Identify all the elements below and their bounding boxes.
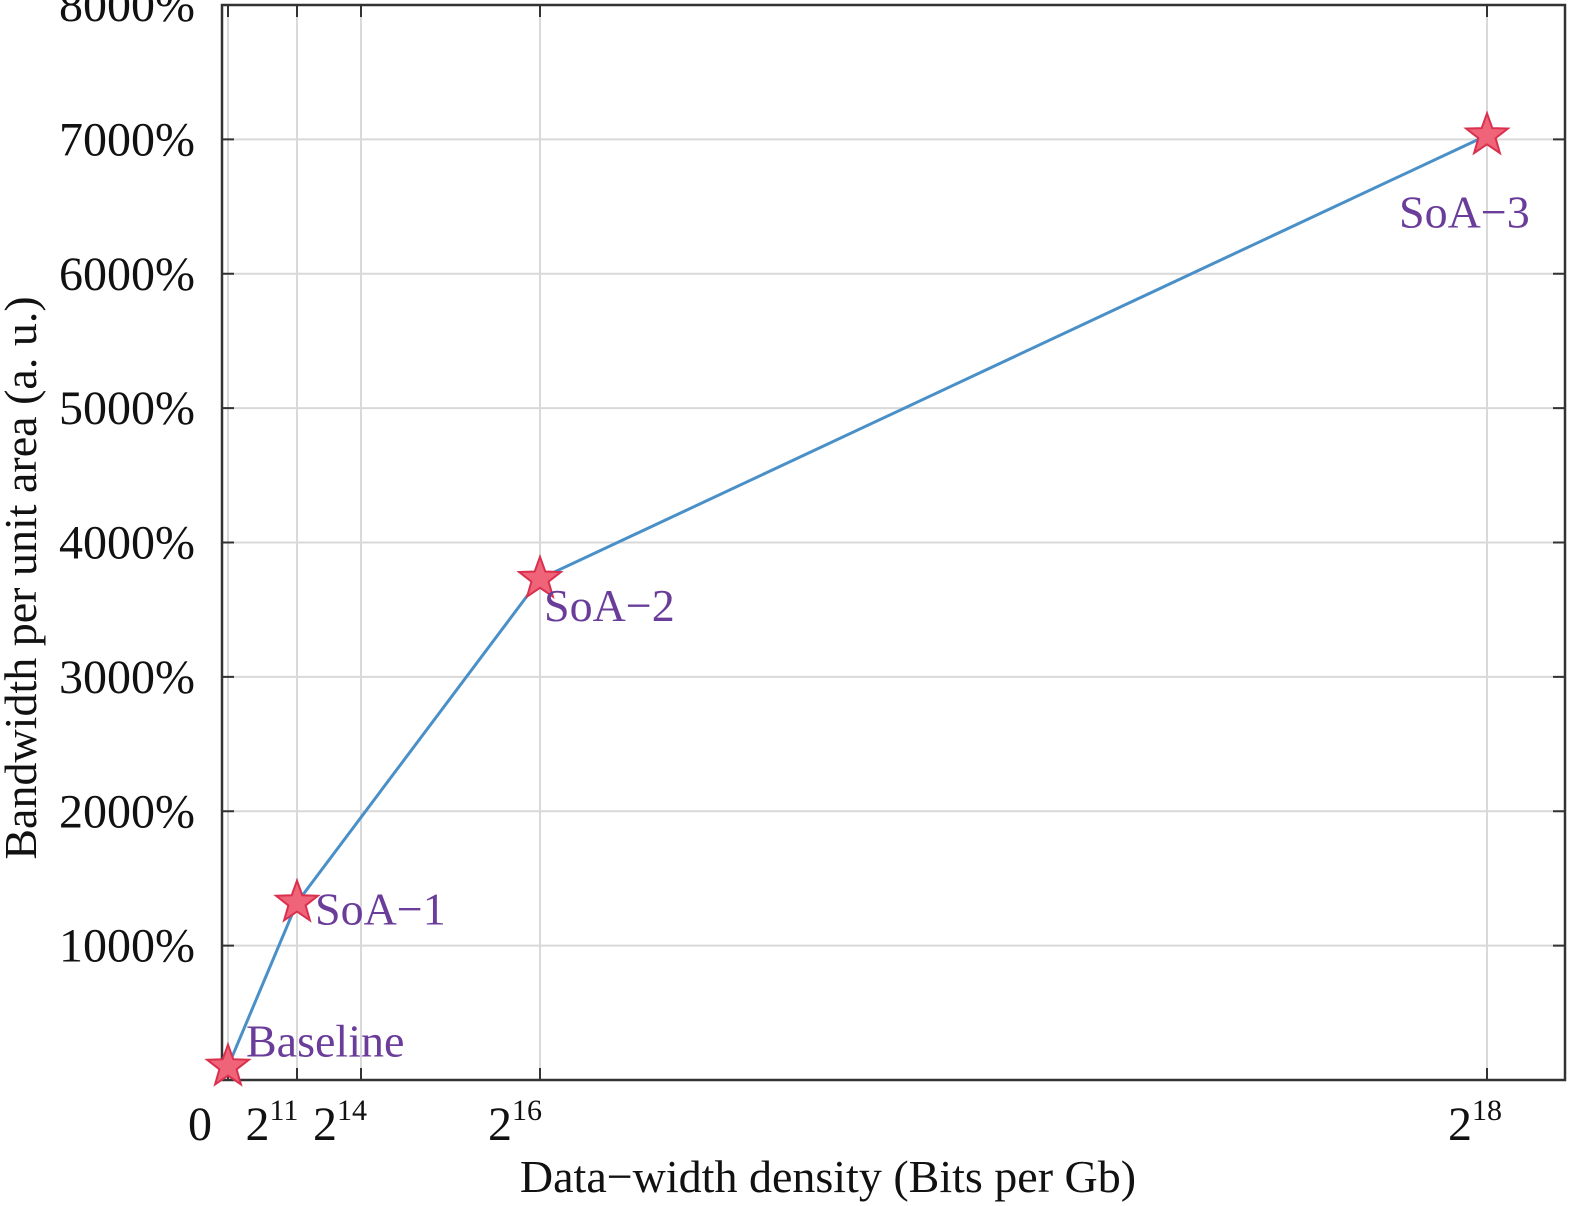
star-marker <box>273 877 321 923</box>
x-tick-label: 216 <box>488 1094 542 1151</box>
series-line <box>226 133 1488 1068</box>
point-label: SoA−2 <box>544 580 675 631</box>
y-tick-label: 5000% <box>59 382 195 435</box>
y-tick-label: 4000% <box>59 517 195 570</box>
point-label: SoA−1 <box>315 884 446 935</box>
markers <box>204 110 1511 1087</box>
x-tick-label: 211 <box>246 1094 299 1151</box>
star-marker <box>1463 110 1511 156</box>
x-tick-label: 214 <box>313 1094 367 1151</box>
point-label: SoA−3 <box>1399 186 1530 237</box>
star-marker <box>516 553 564 599</box>
y-tick-label: 8000% <box>59 0 195 32</box>
y-tick-label: 6000% <box>59 248 195 301</box>
x-axis-title: Data−width density (Bits per Gb) <box>520 1151 1136 1202</box>
y-axis-title: Bandwidth per unit area (a. u.) <box>0 296 46 859</box>
x-tick-label: 218 <box>1448 1094 1502 1151</box>
y-tick-label: 1000% <box>59 920 195 973</box>
y-tick-label: 2000% <box>59 785 195 838</box>
y-tick-labels: 1000% 2000% 3000% 4000% 5000% 6000% 7000% 8000% <box>59 0 195 973</box>
y-tick-label: 7000% <box>59 113 195 166</box>
y-tick-label: 3000% <box>59 651 195 704</box>
x-tick-labels: 0 211 214 216 218 <box>188 1094 1502 1151</box>
point-label: Baseline <box>246 1016 404 1067</box>
point-labels: Baseline SoA−1 SoA−2 SoA−3 <box>246 186 1530 1066</box>
star-marker <box>204 1041 252 1087</box>
grid-lines <box>222 4 1565 1080</box>
x-tick-label: 0 <box>188 1098 212 1151</box>
